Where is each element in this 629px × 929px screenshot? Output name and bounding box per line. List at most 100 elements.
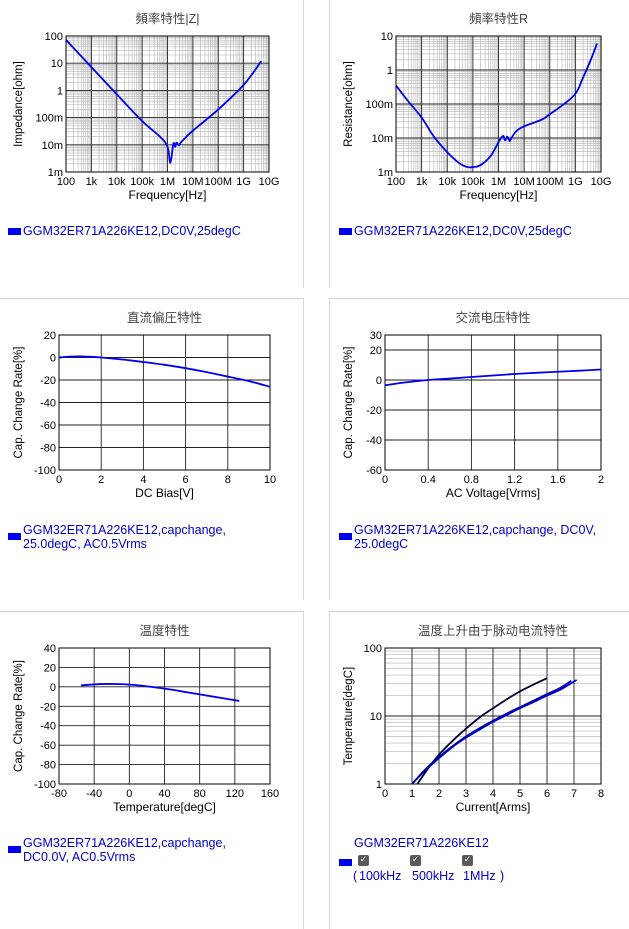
y-tick-label: 0 bbox=[376, 375, 382, 387]
x-axis-label: Frequency[Hz] bbox=[459, 188, 537, 202]
y-tick-label: 20 bbox=[370, 345, 382, 357]
y-tick-label: -80 bbox=[40, 760, 56, 772]
y-tick-label: 10m bbox=[42, 140, 63, 152]
x-tick-label: 10M bbox=[513, 176, 534, 188]
legend-swatch bbox=[8, 228, 21, 236]
x-tick-label: 10G bbox=[591, 176, 612, 188]
x-tick-label: 1G bbox=[568, 176, 583, 188]
panel-ripple-current bbox=[329, 612, 629, 929]
legend-swatch bbox=[8, 533, 21, 540]
y-axis-label: Temperature[degC] bbox=[343, 667, 355, 765]
series-line-2 bbox=[411, 679, 572, 784]
x-tick-label: 160 bbox=[261, 788, 279, 800]
y-tick-label: 1m bbox=[378, 167, 393, 179]
series-line-0 bbox=[416, 677, 548, 784]
x-tick-label: 100 bbox=[57, 176, 75, 188]
chart-title: 温度特性 bbox=[139, 623, 189, 638]
x-tick-label: 10G bbox=[259, 176, 280, 188]
chart-title: 温度上升由于脉动电流特性 bbox=[418, 623, 568, 638]
chart-0: 100 1k 10k 100k 1M 10M 100M 1G 10G 1m 10m 100m 1 10 10… bbox=[13, 11, 279, 202]
x-axis-label: AC Voltage[Vrms] bbox=[446, 486, 540, 500]
y-tick-label: -40 bbox=[366, 435, 382, 447]
y-tick-label: 1 bbox=[57, 85, 63, 97]
legend-ripple-current: GGM32ER71A226KE12 ✓ ✓ ✓ ( 100kHz 500kHz … bbox=[339, 836, 619, 885]
panel-temperature bbox=[0, 612, 304, 929]
x-tick-label: 100M bbox=[204, 176, 232, 188]
y-tick-label: 10m bbox=[372, 133, 393, 145]
y-tick-label: 1 bbox=[387, 65, 393, 77]
x-tick-label: 1M bbox=[491, 176, 506, 188]
y-axis-label: Resistance[ohm] bbox=[343, 61, 355, 147]
x-tick-label: 2 bbox=[598, 474, 604, 486]
y-tick-label: 30 bbox=[370, 330, 382, 342]
y-axis-label: Cap. Change Rate[%] bbox=[13, 347, 25, 459]
y-tick-label: -40 bbox=[40, 721, 56, 733]
x-tick-label: -40 bbox=[86, 788, 102, 800]
chart-1: 100 1k 10k 100k 1M 10M 100M 1G 10G 1m 10m 100m 1 10 頻率… bbox=[343, 11, 611, 202]
legend-label: GGM32ER71A226KE12,capchange, DC0.0V, AC0… bbox=[23, 836, 226, 864]
y-tick-label: 100 bbox=[45, 31, 63, 43]
legend-ac-voltage: GGM32ER71A226KE12,capchange, DC0V, 25.0d… bbox=[339, 523, 619, 551]
x-tick-label: 40 bbox=[158, 788, 170, 800]
legend-label: GGM32ER71A226KE12,DC0V,25degC bbox=[23, 224, 241, 238]
x-tick-label: 0.4 bbox=[421, 474, 436, 486]
x-tick-label: 1.6 bbox=[550, 474, 565, 486]
y-tick-label: 20 bbox=[44, 662, 56, 674]
legend-label: GGM32ER71A226KE12,capchange, DC0V, 25.0d… bbox=[354, 523, 597, 551]
x-tick-label: 7 bbox=[571, 788, 577, 800]
y-tick-label: 1m bbox=[48, 167, 63, 179]
x-tick-label: 80 bbox=[194, 788, 206, 800]
legend-item-1mhz: 1MHz bbox=[463, 869, 496, 883]
x-tick-label: 0 bbox=[126, 788, 132, 800]
y-tick-label: -20 bbox=[40, 375, 56, 387]
x-tick-label: 1G bbox=[236, 176, 251, 188]
x-tick-label: 100M bbox=[536, 176, 564, 188]
checkbox-1mhz[interactable]: ✓ bbox=[462, 855, 473, 866]
x-tick-label: 10k bbox=[108, 176, 126, 188]
panel-dc-bias bbox=[0, 299, 304, 600]
x-tick-label: 3 bbox=[463, 788, 469, 800]
legend-swatch bbox=[339, 228, 352, 236]
x-tick-label: 1 bbox=[409, 788, 415, 800]
chart-title: 頻率特性R bbox=[469, 11, 528, 26]
chart-title: 直流偏圧特性 bbox=[127, 310, 202, 325]
legend-swatch bbox=[339, 859, 352, 866]
y-tick-label: 0 bbox=[50, 682, 56, 694]
series-line-0 bbox=[396, 43, 598, 169]
x-axis-label: Current[Arms] bbox=[456, 800, 531, 814]
legend-swatch bbox=[339, 533, 352, 540]
x-axis-label: Frequency[Hz] bbox=[128, 188, 206, 202]
plot-frame bbox=[384, 334, 602, 471]
y-tick-label: 100m bbox=[365, 99, 393, 111]
x-axis-label: Temperature[degC] bbox=[113, 800, 216, 814]
y-tick-label: -100 bbox=[34, 779, 56, 791]
x-tick-label: 0 bbox=[382, 788, 388, 800]
x-tick-label: 0.8 bbox=[464, 474, 479, 486]
x-tick-label: 2 bbox=[436, 788, 442, 800]
y-tick-label: -60 bbox=[366, 465, 382, 477]
chart-2: 0 2 4 6 8 10 -100 -80 -60 -40 -20 0 20 直流偏圧特性 DC Bias[… bbox=[13, 310, 276, 500]
y-tick-label: 10 bbox=[381, 31, 393, 43]
chart-3: 0 0.4 0.8 1.2 1.6 2 -60 -40 -20 0 20 30 交流电压特性 AC Vol… bbox=[343, 310, 604, 500]
y-tick-label: 40 bbox=[44, 643, 56, 655]
legend-title: GGM32ER71A226KE12 bbox=[354, 836, 489, 850]
checkbox-500khz[interactable]: ✓ bbox=[410, 855, 421, 866]
x-tick-label: 10k bbox=[438, 176, 456, 188]
x-tick-label: 100k bbox=[130, 176, 154, 188]
x-tick-label: 1k bbox=[416, 176, 428, 188]
checkbox-100khz[interactable]: ✓ bbox=[358, 855, 369, 866]
x-tick-label: 100 bbox=[387, 176, 405, 188]
panel-resistance bbox=[329, 0, 629, 288]
x-tick-label: 2 bbox=[98, 474, 104, 486]
y-tick-label: 10 bbox=[370, 711, 382, 723]
legend-paren-close: ) bbox=[500, 869, 505, 883]
x-tick-label: 100k bbox=[461, 176, 485, 188]
y-tick-label: 0 bbox=[50, 353, 56, 365]
x-axis-label: DC Bias[V] bbox=[135, 486, 194, 500]
x-tick-label: 4 bbox=[140, 474, 146, 486]
y-tick-label: -60 bbox=[40, 420, 56, 432]
chart-title: 頻率特性|Z| bbox=[135, 11, 199, 26]
series-line-0 bbox=[66, 39, 263, 164]
y-tick-label: -20 bbox=[366, 405, 382, 417]
